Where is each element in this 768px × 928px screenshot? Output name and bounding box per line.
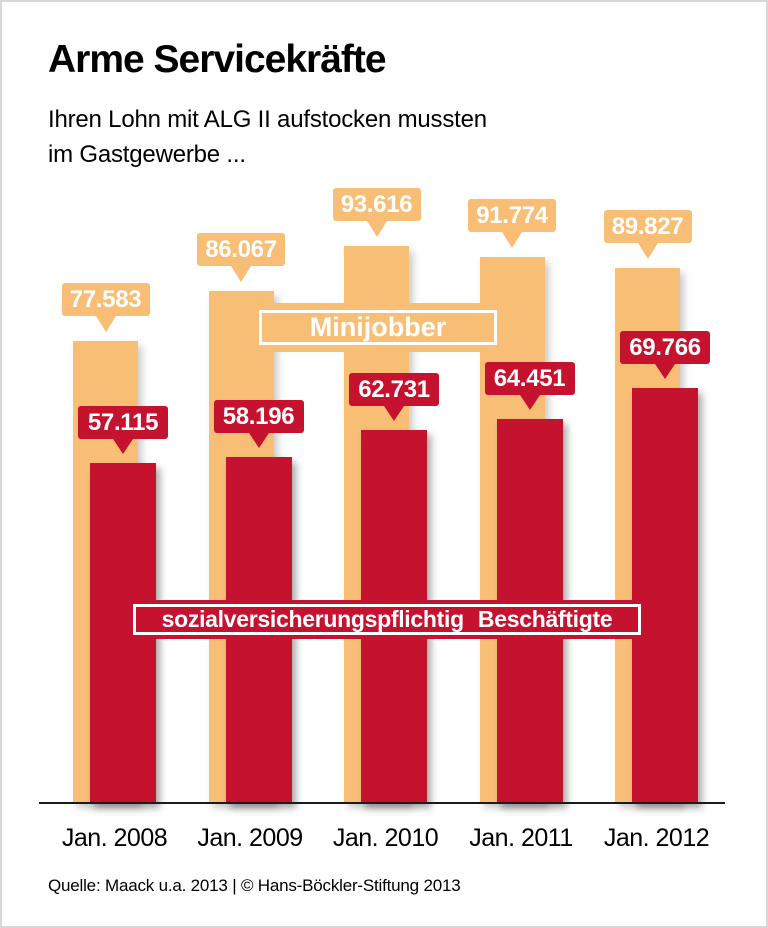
callout-tail [113,439,133,455]
beschaeftigte-value-callout: 62.731 [349,372,439,421]
x-axis-tick-label: Jan. 2008 [61,824,168,852]
minijobber-value-callout: 77.583 [61,283,150,333]
x-axis-tick-label: Jan. 2010 [332,824,439,852]
beschaeftigte-value-callout: 58.196 [213,399,304,448]
callout-tail [384,405,404,421]
x-axis-tick-label: Jan. 2009 [197,824,303,852]
chart-subtitle: Ihren Lohn mit ALG II aufstocken mussten… [48,102,487,172]
legend-band-inner-border [259,310,497,345]
x-axis-line [39,802,725,804]
callout-tail [366,220,387,237]
callout-tail [519,395,540,411]
minijobber-value-callout: 93.616 [332,187,421,237]
beschaeftigte-value-callout: 57.115 [78,406,168,455]
legend-band-beschaeftigte: sozialversicherungspflichtig Beschäftigt… [129,600,645,639]
legend-band-minijobber: Minijobber [252,303,504,352]
callout-tail [637,243,658,260]
legend-label-minijobber: Minijobber [309,312,447,342]
minijobber-value-callout: 91.774 [468,198,556,248]
beschaeftigte-value-callout: 69.766 [620,330,710,379]
legend-label-beschaeftigte: sozialversicherungspflichtig Beschäftigt… [161,606,613,632]
beschaeftigte-value-callout: 64.451 [484,362,575,411]
minijobber-value-callout: 89.827 [603,210,692,260]
minijobber-value-callout: 86.067 [197,232,285,282]
callout-tail [231,265,251,282]
x-axis-tick-label: Jan. 2012 [603,824,710,852]
callout-tail [248,432,269,448]
callout-tail [95,316,116,333]
callout-tail [655,363,675,379]
page-title: Arme Servicekräfte [48,38,387,81]
source-credit: Quelle: Maack u.a. 2013 | © Hans-Böckler… [48,876,461,895]
legend-band-inner-border [133,604,641,635]
subtitle-line-2: im Gastgewerbe ... [48,141,246,168]
subtitle-line-1: Ihren Lohn mit ALG II aufstocken mussten [48,106,487,133]
x-axis-tick-label: Jan. 2011 [469,824,573,852]
beschaeftigte-bar [632,387,698,803]
callout-tail [502,231,522,248]
